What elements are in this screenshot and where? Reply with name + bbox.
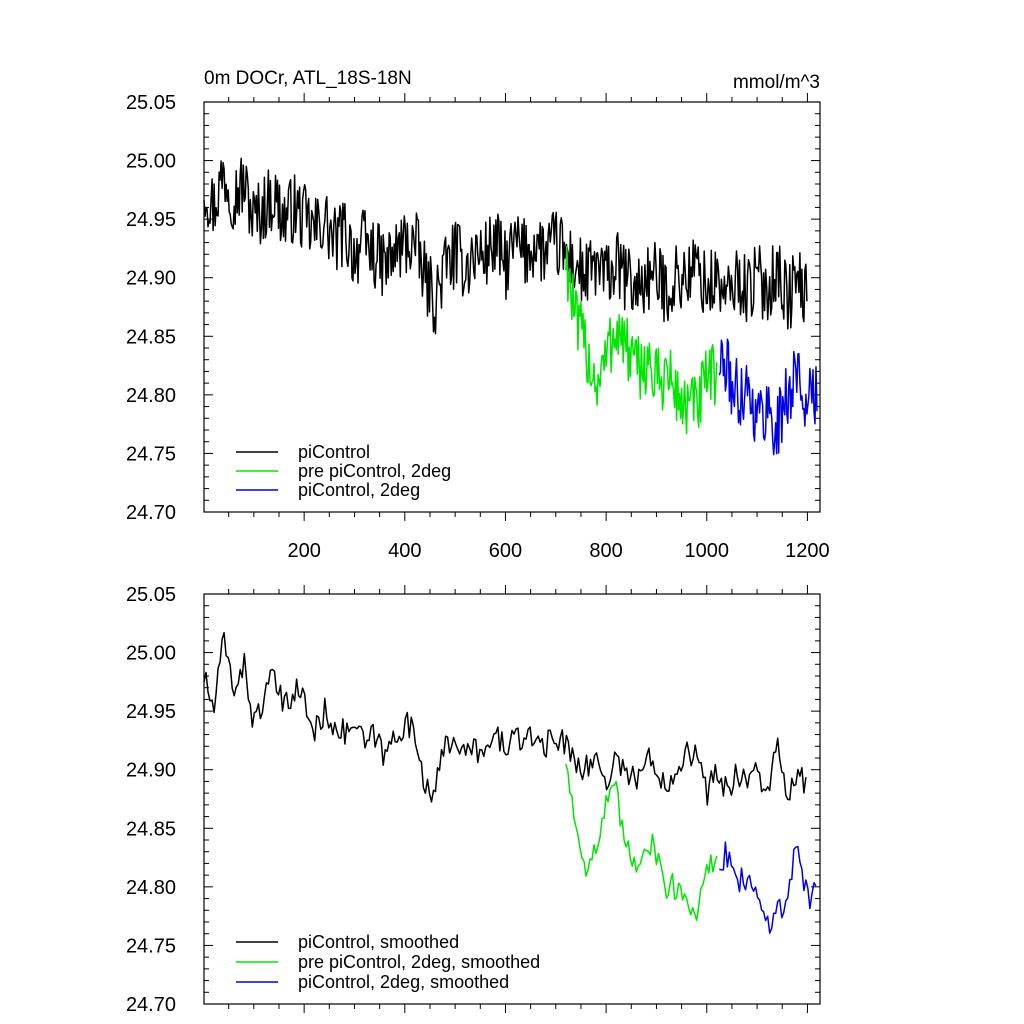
y-tick-label: 25.00 (126, 643, 176, 665)
top-panel: 24.70 24.75 24.80 24.85 24.90 24.95 25.00 25.05… (126, 68, 830, 562)
x-tick-label: 1200 (785, 540, 830, 562)
series-line-2 (718, 338, 818, 456)
y-tick-label: 24.90 (126, 760, 176, 782)
series-line-0 (203, 631, 807, 806)
plot-frame (203, 593, 821, 1005)
legend-label: piControl (298, 442, 370, 462)
x-tick-label: 1000 (685, 540, 730, 562)
units-label: mmol/m^3 (733, 72, 820, 93)
y-tick-label: 25.05 (126, 92, 176, 114)
plot-frame (203, 101, 821, 513)
legend-label: piControl, smoothed (298, 932, 459, 952)
y-tick-label: 24.75 (126, 935, 176, 957)
x-tick-label: 400 (388, 540, 421, 562)
y-tick-label: 24.95 (126, 701, 176, 723)
series-line-1 (565, 763, 718, 922)
x-tick-label: 600 (489, 540, 522, 562)
y-tick-label: 24.70 (126, 502, 176, 524)
series-line-2 (719, 841, 817, 934)
bottom-panel: 24.70 24.75 24.80 24.85 24.90 24.95 25.00 25.05… (126, 584, 821, 1016)
series-line-0 (203, 157, 808, 335)
y-tick-label: 24.70 (126, 994, 176, 1016)
y-tick-label: 24.85 (126, 326, 176, 348)
legend-label: pre piControl, 2deg (298, 461, 451, 481)
legend-label: pre piControl, 2deg, smoothed (298, 952, 540, 972)
x-tick-label: 200 (287, 540, 320, 562)
y-tick-label: 24.80 (126, 385, 176, 407)
y-tick-label: 24.85 (126, 818, 176, 840)
y-tick-label: 24.75 (126, 443, 176, 465)
y-tick-label: 24.80 (126, 877, 176, 899)
y-tick-label: 24.95 (126, 209, 176, 231)
y-tick-label: 25.00 (126, 151, 176, 173)
x-tick-label: 800 (589, 540, 622, 562)
y-tick-label: 24.90 (126, 268, 176, 290)
series-line-1 (565, 245, 718, 435)
y-tick-label: 25.05 (126, 584, 176, 606)
legend-label: piControl, 2deg, smoothed (298, 972, 509, 992)
legend-label: piControl, 2deg (298, 480, 420, 500)
chart-title: 0m DOCr, ATL_18S-18N (204, 68, 412, 89)
